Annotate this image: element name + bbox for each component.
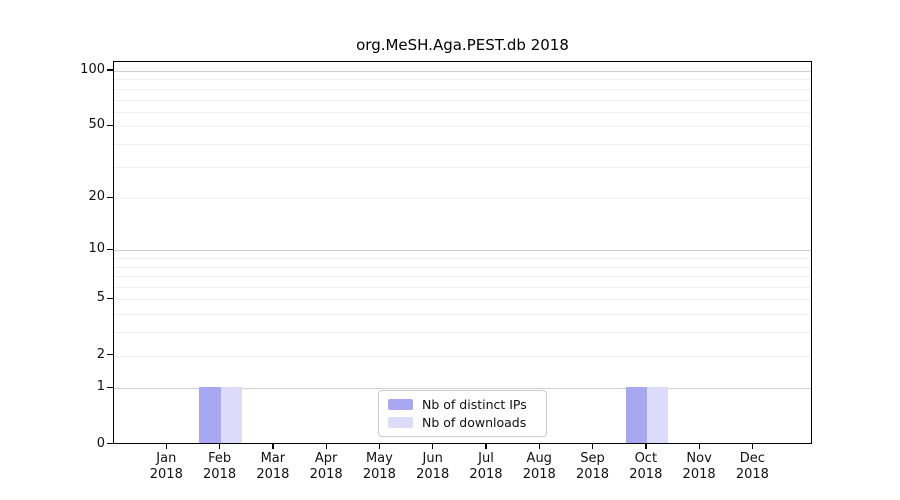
minor-gridline <box>114 276 811 278</box>
y-tick-100 <box>107 69 113 71</box>
x-tick-6 <box>485 444 487 449</box>
y-tick-1 <box>107 386 113 389</box>
x-tick-label-9: Oct 2018 <box>629 450 663 482</box>
x-tick-label-3: Apr 2018 <box>309 450 343 482</box>
y-tick-50 <box>107 124 113 126</box>
legend: Nb of distinct IPs Nb of downloads <box>378 390 547 437</box>
x-tick-label-2: Mar 2018 <box>256 450 290 482</box>
gridline-50 <box>114 126 811 128</box>
y-tick-label-50: 50 <box>88 117 105 133</box>
gridline-2 <box>114 355 811 357</box>
y-tick-label-1: 1 <box>96 379 105 395</box>
minor-gridline <box>114 88 811 90</box>
legend-label-downloads: Nb of downloads <box>422 414 527 430</box>
x-tick-1 <box>218 444 221 449</box>
x-tick-label-11: Dec 2018 <box>735 450 769 482</box>
x-tick-10 <box>698 444 700 449</box>
minor-gridline <box>114 314 811 316</box>
minor-gridline <box>114 99 811 101</box>
x-tick-4 <box>378 444 381 449</box>
x-tick-label-10: Nov 2018 <box>682 450 716 482</box>
x-tick-7 <box>538 444 540 449</box>
y-tick-5 <box>107 297 113 300</box>
x-tick-2 <box>272 444 274 449</box>
y-tick-20 <box>107 196 113 198</box>
x-tick-label-0: Jan 2018 <box>149 450 183 482</box>
y-tick-label-10: 10 <box>88 241 105 257</box>
minor-gridline <box>114 287 811 289</box>
x-tick-9 <box>645 444 647 449</box>
minor-gridline <box>114 332 811 334</box>
x-tick-8 <box>591 444 594 449</box>
gridline-100 <box>114 71 811 72</box>
y-tick-2 <box>107 353 113 356</box>
gridline-5 <box>114 299 811 301</box>
x-tick-label-5: Jun 2018 <box>416 450 450 482</box>
minor-gridline <box>114 266 811 268</box>
x-tick-label-4: May 2018 <box>362 450 396 482</box>
legend-label-distinct-ips: Nb of distinct IPs <box>422 397 527 413</box>
y-tick-label-2: 2 <box>96 346 105 362</box>
chart-title: org.MeSH.Aga.PEST.db 2018 <box>356 36 569 54</box>
bar-nb-of-downloads-feb-2018 <box>220 386 242 443</box>
gridline-20 <box>114 198 811 200</box>
x-tick-3 <box>325 444 327 449</box>
minor-gridline <box>114 111 811 113</box>
legend-swatch-downloads <box>388 416 413 428</box>
x-tick-label-6: Jul 2018 <box>469 450 503 482</box>
legend-item-distinct-ips: Nb of distinct IPs <box>388 397 537 412</box>
x-tick-11 <box>751 444 754 449</box>
x-tick-0 <box>165 444 167 449</box>
bar-nb-of-distinct-ips-oct-2018 <box>625 386 647 443</box>
x-tick-label-8: Sep 2018 <box>575 450 610 482</box>
legend-swatch-distinct-ips <box>388 399 413 411</box>
x-tick-5 <box>432 444 434 449</box>
y-tick-label-20: 20 <box>88 189 105 205</box>
minor-gridline <box>114 258 811 260</box>
y-tick-label-100: 100 <box>80 62 105 77</box>
y-tick-label-0: 0 <box>96 435 105 451</box>
legend-item-downloads: Nb of downloads <box>388 415 537 430</box>
plot-area <box>113 61 812 444</box>
gridline-10 <box>114 250 811 252</box>
y-tick-10 <box>107 248 113 251</box>
x-tick-label-7: Aug 2018 <box>522 450 556 482</box>
bar-nb-of-distinct-ips-feb-2018 <box>199 386 221 443</box>
minor-gridline <box>114 166 811 168</box>
minor-gridline <box>114 79 811 81</box>
bar-nb-of-downloads-oct-2018 <box>646 386 669 443</box>
gridline-1 <box>114 388 811 390</box>
minor-gridline <box>114 143 811 145</box>
y-tick-label-5: 5 <box>96 290 105 306</box>
x-tick-label-1: Feb 2018 <box>203 450 237 482</box>
y-tick-0 <box>107 442 113 445</box>
